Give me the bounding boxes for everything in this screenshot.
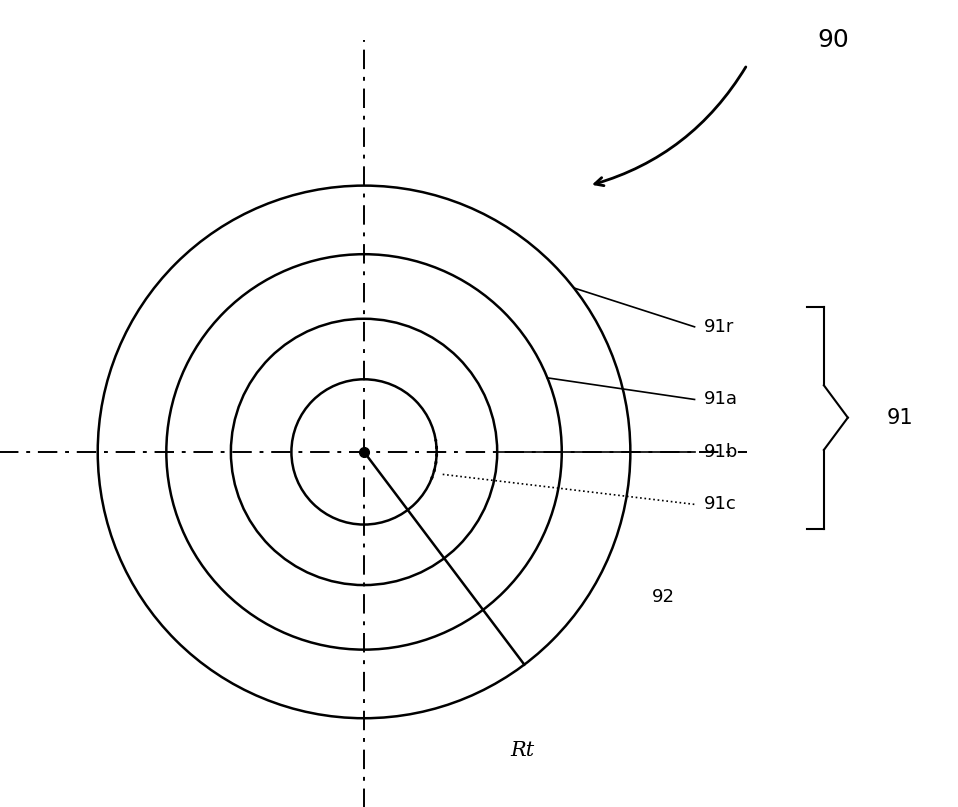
Text: 92: 92	[651, 588, 674, 606]
Text: 91c: 91c	[704, 495, 737, 513]
Text: Rt: Rt	[510, 741, 535, 760]
Text: 91a: 91a	[704, 391, 738, 408]
Text: 90: 90	[817, 28, 850, 52]
Text: 91r: 91r	[704, 318, 735, 336]
Text: 91b: 91b	[704, 443, 739, 461]
Text: 91: 91	[886, 408, 913, 428]
